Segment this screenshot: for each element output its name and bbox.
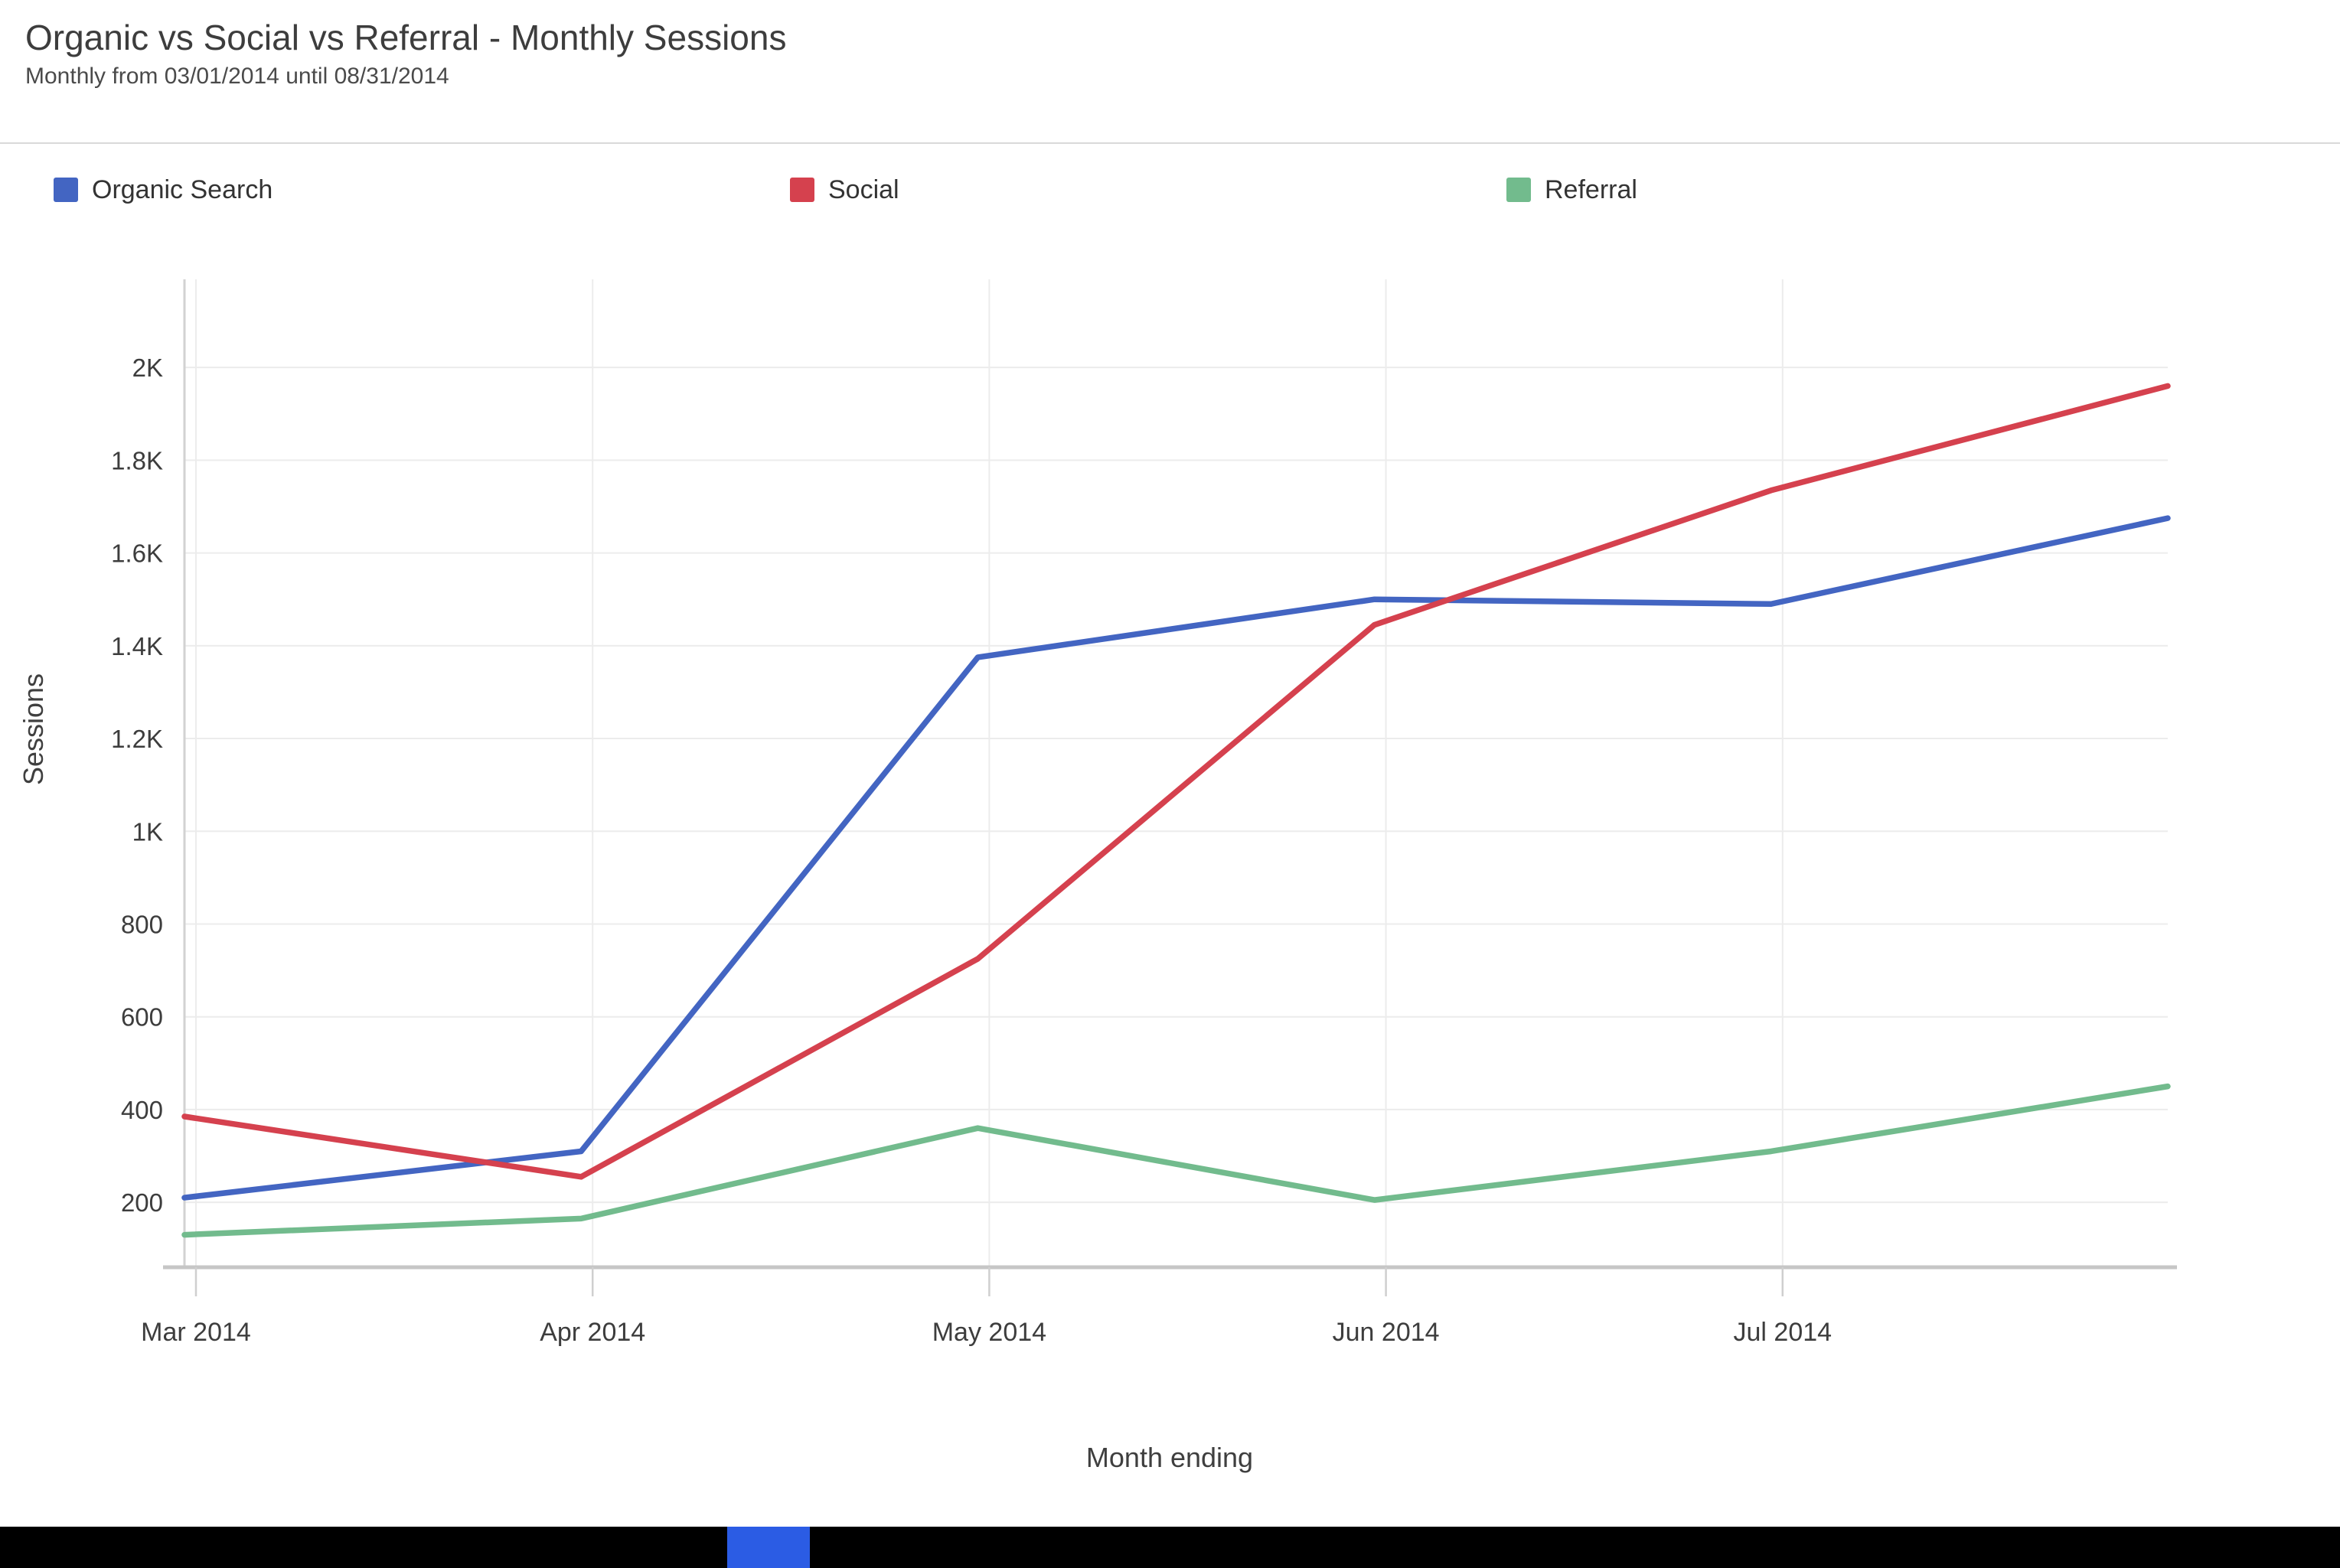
header-divider [0, 142, 2340, 144]
series-line-social [181, 383, 2171, 1180]
y-tick-label: 1.8K [111, 446, 163, 474]
y-tick-label: 2K [132, 354, 163, 382]
x-tick-label: Mar 2014 [141, 1318, 251, 1347]
page-title: Organic vs Social vs Referral - Monthly … [25, 18, 787, 57]
x-axis-title: Month ending [1085, 1442, 1254, 1473]
y-tick-label: 1.6K [111, 540, 163, 568]
page-subtitle: Monthly from 03/01/2014 until 08/31/2014 [25, 64, 449, 90]
y-tick-label: 600 [121, 1003, 163, 1032]
x-tick-label: Apr 2014 [540, 1318, 645, 1347]
legend-item-social[interactable]: Social [790, 171, 899, 208]
report-header: Organic vs Social vs Referral - Monthly … [25, 17, 786, 90]
taskbar [0, 1527, 2340, 1568]
chart-legend: Organic Search Social Referral [0, 171, 2340, 208]
x-tick-label: Jul 2014 [1734, 1318, 1833, 1347]
y-tick-label: 1.2K [111, 725, 163, 753]
y-tick-label: 400 [121, 1096, 163, 1124]
x-tick-label: Jun 2014 [1333, 1318, 1440, 1347]
x-tick-label: May 2014 [932, 1318, 1046, 1347]
taskbar-accent-item[interactable] [727, 1527, 810, 1568]
series-line-referral [181, 1083, 2171, 1238]
y-tick-label: 800 [121, 910, 163, 938]
legend-swatch-organic-search [54, 178, 78, 202]
y-tick-label: 1K [132, 817, 163, 846]
y-axis-title: Sessions [18, 673, 49, 786]
legend-swatch-referral [1506, 178, 1531, 202]
y-tick-label: 200 [121, 1188, 163, 1217]
legend-item-label: Social [828, 174, 899, 204]
legend-item-label: Referral [1545, 174, 1637, 204]
series-line-organic-search [181, 515, 2171, 1201]
y-tick-label: 1.4K [111, 632, 163, 660]
legend-swatch-social [790, 178, 814, 202]
legend-item-organic-search[interactable]: Organic Search [54, 171, 273, 208]
legend-item-label: Organic Search [92, 174, 273, 204]
legend-item-referral[interactable]: Referral [1506, 171, 1637, 208]
